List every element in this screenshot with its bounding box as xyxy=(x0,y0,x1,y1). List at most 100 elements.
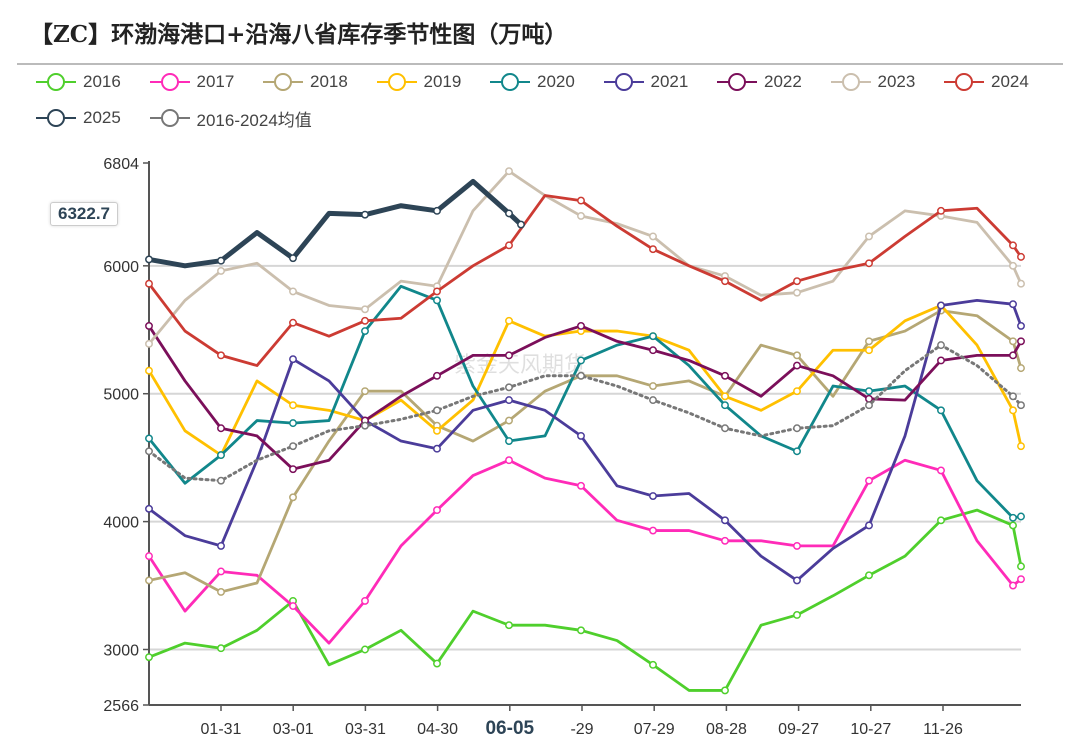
data-point xyxy=(1009,513,1017,522)
data-point xyxy=(145,339,153,348)
data-point xyxy=(289,602,297,610)
data-point xyxy=(577,356,585,365)
data-point xyxy=(721,686,729,695)
legend-label: 2020 xyxy=(537,72,575,91)
data-point xyxy=(289,355,297,364)
data-point xyxy=(865,346,873,355)
data-point xyxy=(289,493,297,502)
x-tick-label: 11-26 xyxy=(923,721,963,738)
data-point xyxy=(217,256,225,265)
legend-item-2024[interactable]: 2024 xyxy=(944,71,1029,93)
series-2021 xyxy=(145,298,1025,585)
data-point xyxy=(505,621,513,630)
legend-item-2016-2024均值[interactable]: 2016-2024均值 xyxy=(149,107,312,130)
data-point xyxy=(865,521,873,530)
axis-pointer-value-label: 6322.7 xyxy=(50,202,118,226)
data-point xyxy=(577,211,585,220)
legend-label: 2016-2024均值 xyxy=(196,110,312,130)
legend-item-2023[interactable]: 2023 xyxy=(830,71,916,93)
data-point xyxy=(577,481,585,490)
data-point xyxy=(793,387,801,396)
data-point xyxy=(145,255,153,264)
data-point xyxy=(721,277,729,286)
data-point xyxy=(1017,364,1025,373)
legend-label: 2018 xyxy=(310,72,348,91)
data-point xyxy=(289,442,297,451)
y-tick-label: 3000 xyxy=(103,642,139,659)
data-point xyxy=(217,541,225,550)
data-point xyxy=(361,645,369,654)
legend-item-2022[interactable]: 2022 xyxy=(717,71,802,93)
data-point xyxy=(721,536,729,545)
legend-label: 2023 xyxy=(877,72,916,91)
legend-line-circle-icon xyxy=(36,109,76,127)
y-tick-label: 2566 xyxy=(103,698,139,715)
data-point xyxy=(145,504,153,513)
data-point xyxy=(1017,575,1025,584)
legend-label: 2022 xyxy=(764,72,802,91)
x-tick-label: 03-01 xyxy=(273,721,314,738)
y-tick-label: 5000 xyxy=(103,387,139,404)
data-point xyxy=(433,659,441,668)
data-point xyxy=(1009,351,1017,360)
series-2017 xyxy=(145,456,1025,645)
data-point xyxy=(937,301,945,310)
data-point xyxy=(721,516,729,525)
data-point xyxy=(649,526,657,535)
data-point xyxy=(577,626,585,635)
data-point xyxy=(433,444,441,453)
data-point xyxy=(793,611,801,619)
series-2023 xyxy=(145,167,1025,348)
series-2016-2024均值 xyxy=(145,341,1025,485)
data-point xyxy=(865,337,873,346)
data-point xyxy=(1017,321,1025,330)
data-point xyxy=(289,401,297,410)
data-point xyxy=(433,371,441,380)
data-point xyxy=(217,351,225,360)
series-line xyxy=(147,343,1023,483)
legend-item-2016[interactable]: 2016 xyxy=(36,71,121,93)
legend-item-2025[interactable]: 2025 xyxy=(36,107,121,129)
data-point xyxy=(649,660,657,669)
series-line xyxy=(146,178,524,269)
series-2020 xyxy=(145,284,1025,522)
data-point xyxy=(217,266,225,275)
data-point xyxy=(505,209,513,218)
legend-line-circle-icon xyxy=(490,73,530,91)
legend-item-2019[interactable]: 2019 xyxy=(376,71,462,93)
data-point xyxy=(1009,581,1017,590)
data-point xyxy=(145,653,153,662)
data-point xyxy=(649,245,657,254)
data-point xyxy=(433,206,441,215)
data-point xyxy=(793,576,801,585)
data-point xyxy=(217,451,225,460)
x-tick-label: -29 xyxy=(570,721,593,738)
legend-item-2017[interactable]: 2017 xyxy=(149,71,234,93)
data-point xyxy=(937,206,945,215)
data-point xyxy=(865,571,873,580)
data-point xyxy=(1017,562,1025,571)
legend-item-2018[interactable]: 2018 xyxy=(263,71,348,93)
data-point xyxy=(505,383,513,392)
x-tick-label: 09-27 xyxy=(778,721,819,738)
data-point xyxy=(865,476,873,485)
x-tick-label: 01-31 xyxy=(201,721,242,738)
series-line xyxy=(147,298,1023,582)
data-point xyxy=(793,288,801,297)
legend-item-2020[interactable]: 2020 xyxy=(490,71,575,93)
data-point xyxy=(865,259,873,268)
legend-line-circle-icon xyxy=(944,73,984,91)
data-point xyxy=(1009,300,1017,309)
data-point xyxy=(649,492,657,500)
data-point xyxy=(793,541,801,550)
legend-item-2021[interactable]: 2021 xyxy=(603,71,688,93)
x-tick-label: 07-29 xyxy=(634,721,675,738)
legend-label: 2019 xyxy=(423,72,462,91)
data-point xyxy=(517,220,525,229)
data-point xyxy=(433,506,441,515)
data-point xyxy=(793,351,801,360)
data-point xyxy=(505,241,513,250)
data-point xyxy=(361,210,369,219)
legend-line-circle-icon xyxy=(36,73,76,91)
